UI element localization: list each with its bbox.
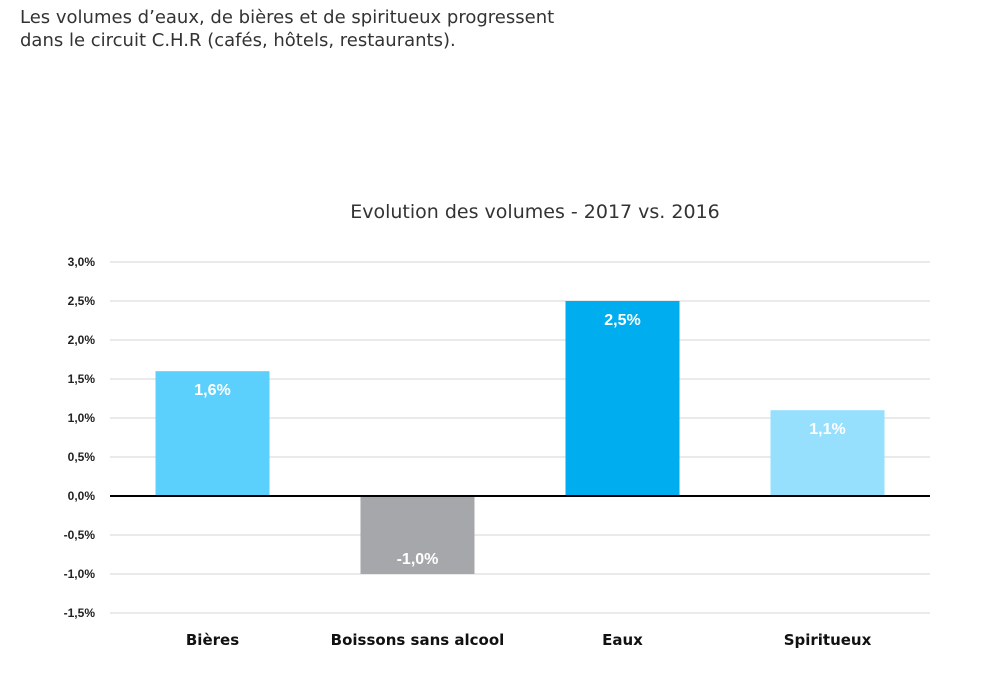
bar-4: [770, 410, 885, 496]
bar-2: [360, 496, 475, 574]
y-tick-label: 1,0%: [68, 411, 96, 425]
x-tick-label: Boissons sans alcool: [331, 631, 505, 649]
y-tick-label: -1,0%: [64, 567, 96, 581]
bars: 1,6% -1,0% 2,5% 1,1%: [155, 301, 885, 574]
y-tick-label: 2,0%: [68, 333, 96, 347]
x-tick-label: Eaux: [602, 631, 643, 649]
intro-line-1: Les volumes d’eaux, de bières et de spir…: [20, 7, 555, 28]
y-tick-label: -1,5%: [64, 606, 96, 620]
chart-title: Evolution des volumes - 2017 vs. 2016: [350, 201, 720, 223]
bar-1: [155, 371, 270, 496]
data-label: 2,5%: [604, 312, 640, 329]
y-tick-label: 3,0%: [68, 255, 96, 269]
y-axis: 3,0% 2,5% 2,0% 1,5% 1,0% 0,5% 0,0% -0,5% -1,0% -1…: [64, 255, 96, 620]
data-label: -1,0%: [397, 551, 439, 568]
x-tick-label: Spiritueux: [784, 631, 872, 649]
x-axis: Bières Boissons sans alcool Eaux Spiritueux: [186, 631, 872, 649]
y-tick-label: 0,5%: [68, 450, 96, 464]
y-tick-label: 0,0%: [68, 489, 96, 503]
y-tick-label: 1,5%: [68, 372, 96, 386]
intro-line-2: dans le circuit C.H.R (cafés, hôtels, re…: [20, 30, 456, 51]
intro-text: Les volumes d’eaux, de bières et de spir…: [20, 6, 720, 52]
data-label: 1,6%: [194, 382, 230, 399]
data-label: 1,1%: [809, 421, 845, 438]
bar-3: [565, 301, 680, 496]
x-tick-label: Bières: [186, 631, 239, 649]
y-tick-label: 2,5%: [68, 294, 96, 308]
y-tick-label: -0,5%: [64, 528, 96, 542]
